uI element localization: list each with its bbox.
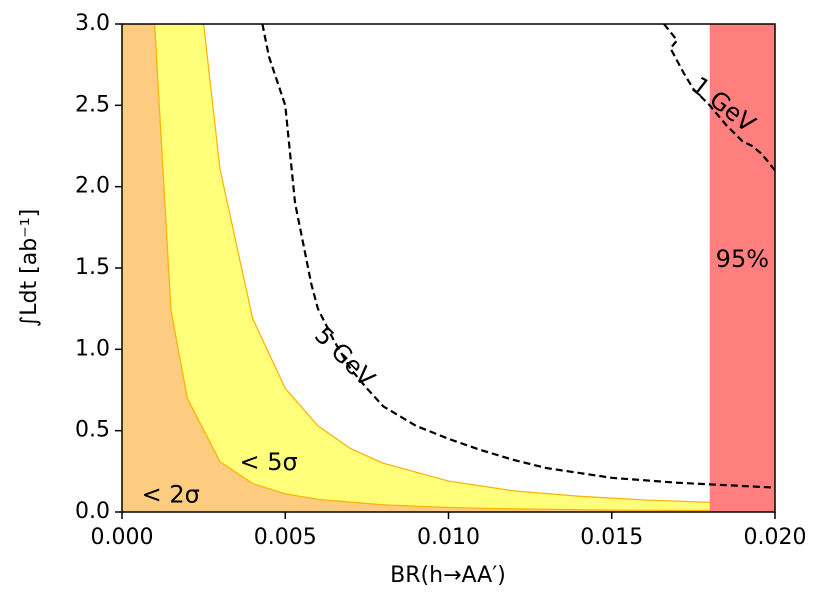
x-tick-label: 0.010 bbox=[417, 525, 480, 550]
x-axis-title: BR(h→AA′) bbox=[390, 563, 506, 588]
y-tick-label: 0.5 bbox=[75, 418, 110, 443]
excluded-region-95 bbox=[709, 24, 775, 512]
y-tick-label: 1.5 bbox=[75, 255, 110, 280]
x-tick-label: 0.020 bbox=[744, 525, 807, 550]
plot-area bbox=[122, 24, 775, 512]
band-2-sigma-edge bbox=[128, 24, 775, 512]
band-label-5-sigma: < 5σ bbox=[240, 448, 298, 476]
x-tick-label: 0.005 bbox=[254, 525, 317, 550]
band-2-sigma bbox=[122, 24, 775, 512]
y-tick-label: 3.0 bbox=[75, 11, 110, 36]
y-tick-label: 0.0 bbox=[75, 499, 110, 524]
band-5-sigma bbox=[122, 24, 775, 512]
y-tick-label: 2.0 bbox=[75, 174, 110, 199]
axes: 0.000 0.005 0.010 0.015 0.020 0.0 0.5 1.0 1.5 2.0… bbox=[75, 11, 806, 550]
band-5-sigma-edge bbox=[203, 24, 775, 505]
band-label-2-sigma: < 2σ bbox=[142, 481, 200, 509]
contour-label-5gev: 5 GeV bbox=[309, 321, 381, 393]
y-tick-label: 2.5 bbox=[75, 92, 110, 117]
x-tick-label: 0.000 bbox=[91, 525, 154, 550]
y-axis-title: ∫Ldt [ab⁻¹] bbox=[17, 209, 42, 327]
contour-5gev bbox=[261, 24, 775, 489]
y-tick-label: 1.0 bbox=[75, 336, 110, 361]
x-tick-label: 0.015 bbox=[580, 525, 643, 550]
contour-1gev bbox=[663, 24, 775, 172]
excluded-region-label: 95% bbox=[716, 245, 769, 273]
